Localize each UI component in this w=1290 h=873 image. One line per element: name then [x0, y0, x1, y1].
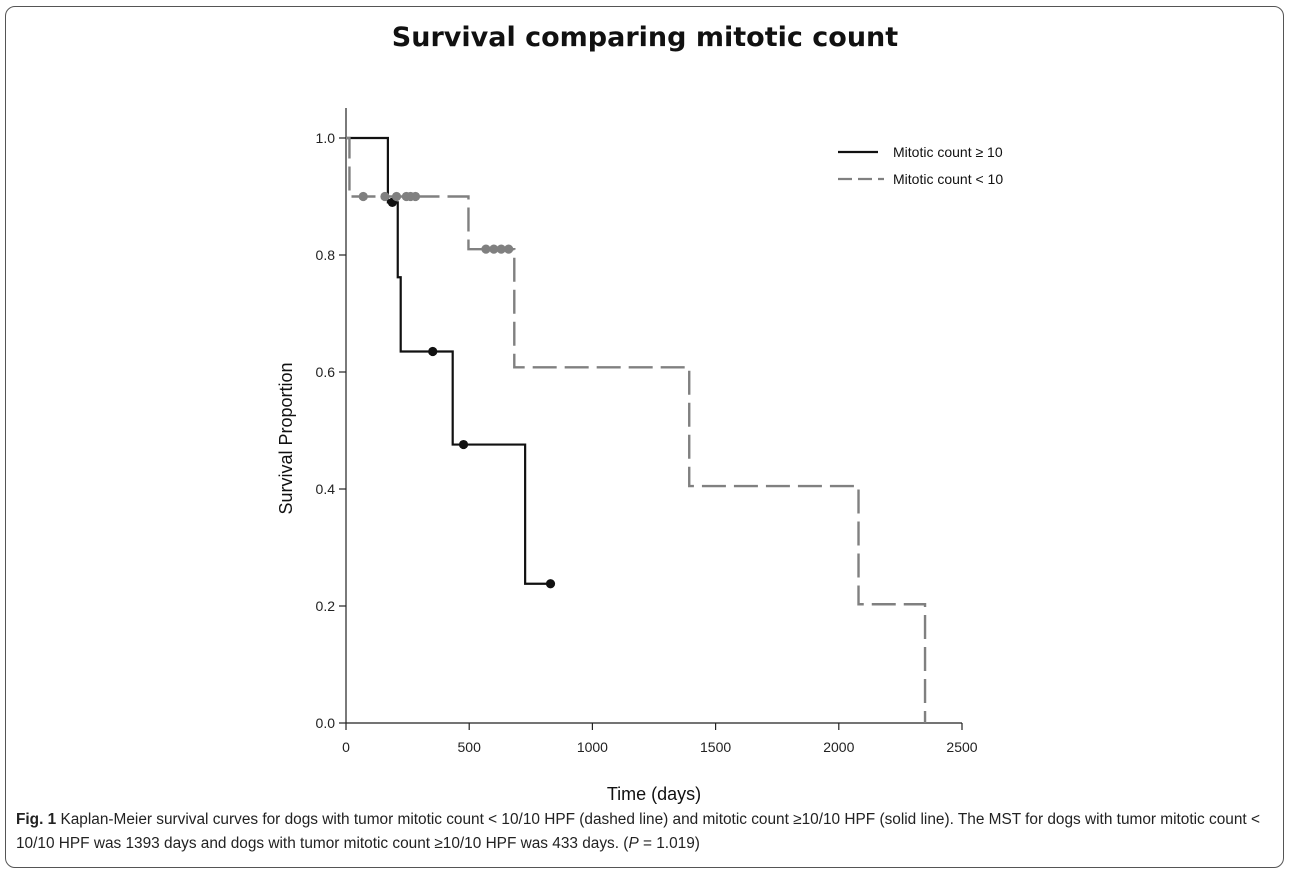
legend-label-mitotic-high: Mitotic count ≥ 10	[893, 144, 1003, 160]
series-line-mitotic-high	[346, 136, 551, 585]
censor-mark-mitotic-low	[504, 244, 514, 254]
censor-mark-mitotic-low	[410, 191, 421, 202]
caption-text: Kaplan-Meier survival curves for dogs wi…	[16, 811, 1260, 852]
x-tick-label: 2000	[823, 739, 854, 755]
x-tick-label: 0	[342, 739, 350, 755]
censor-mark-mitotic-low	[496, 244, 506, 254]
censor-mark-mitotic-low	[380, 191, 390, 202]
censor-mark-mitotic-low	[391, 191, 402, 202]
y-tick-label: 0.0	[316, 715, 336, 731]
x-tick-label: 1500	[700, 739, 731, 755]
caption-p-open: (	[623, 835, 629, 852]
figure-frame	[5, 6, 1284, 868]
survival-curves	[346, 136, 927, 723]
censor-mark-mitotic-high	[428, 346, 438, 357]
legend: Mitotic count ≥ 10 Mitotic count < 10	[838, 144, 1003, 187]
caption-p-symbol: P	[628, 835, 639, 852]
caption-p-value: = 1.019)	[638, 835, 700, 852]
chart-title: Survival comparing mitotic count	[391, 22, 899, 53]
censor-mark-mitotic-high	[545, 579, 556, 589]
caption-label: Fig. 1	[16, 811, 57, 828]
y-tick-label: 0.4	[316, 481, 336, 497]
y-tick-label: 0.2	[316, 598, 336, 614]
censor-mark-mitotic-low	[489, 244, 499, 254]
y-tick-label: 1.0	[316, 130, 336, 146]
legend-label-mitotic-low: Mitotic count < 10	[893, 171, 1003, 187]
y-tick-label: 0.8	[316, 247, 336, 263]
series-line-mitotic-low	[346, 136, 927, 723]
censor-mark-mitotic-low	[358, 191, 368, 202]
x-axis-label: Time (days)	[607, 784, 701, 804]
axes: 0 500 1000 1500 2000 2500 0.0 0.2 0.4 0.6 0.8 1.0 Ti…	[276, 108, 978, 804]
x-tick-label: 500	[458, 739, 482, 755]
figure-caption: Fig. 1 Kaplan-Meier survival curves for …	[16, 808, 1278, 856]
x-tick-label: 1000	[577, 739, 608, 755]
x-tick-label: 2500	[946, 739, 977, 755]
y-tick-label: 0.6	[316, 364, 336, 380]
censor-mark-mitotic-high	[458, 439, 469, 450]
y-axis-label: Survival Proportion	[276, 362, 296, 514]
censor-mark-mitotic-low	[481, 244, 491, 254]
